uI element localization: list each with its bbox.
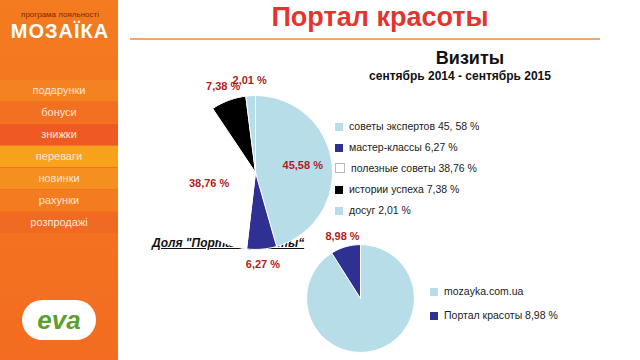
svg-text:6,27 %: 6,27 % (246, 258, 280, 270)
html-text:советы экспертов 45, 58 %: советы экспертов 45, 58 % (349, 120, 480, 132)
html-text:подарунки: подарунки (32, 84, 86, 96)
html-text:Визиты: Визиты (435, 48, 505, 68)
html-text:eva: eva (37, 305, 81, 335)
html-text:розпродажі: розпродажі (30, 216, 88, 228)
svg-text:7,38 %: 7,38 % (206, 79, 241, 92)
html-text:переваги: переваги (35, 150, 83, 162)
svg-text:38,76 %: 38,76 % (189, 177, 230, 189)
html-text:истории успеха 7,38 %: истории успеха 7,38 % (349, 183, 460, 195)
html-text:полезные советы 38,76 %: полезные советы 38,76 % (351, 162, 477, 174)
html-text:мастер-классы 6,27 %: мастер-классы 6,27 % (349, 141, 458, 153)
html-text:новинки: новинки (38, 172, 80, 184)
html-text:знижки: знижки (41, 128, 77, 140)
svg-text:45,58 %: 45,58 % (283, 159, 324, 171)
svg-text:8,98 %: 8,98 % (325, 230, 359, 242)
html-text:досуг 2,01 %: досуг 2,01 % (349, 204, 411, 216)
svg-text:2,01 %: 2,01 % (233, 74, 267, 86)
html-text:Доля "Портал красоты“: Доля "Портал красоты“ (152, 236, 305, 250)
html-text:бонуси: бонуси (41, 106, 77, 118)
html-text:mozayka.com.ua: mozayka.com.ua (444, 285, 524, 297)
html-text:сентябрь 2014 - сентябрь 2015: сентябрь 2014 - сентябрь 2015 (369, 69, 551, 83)
html-text:Портал красоты: Портал красоты (271, 2, 489, 32)
html-text:Портал красоты 8,98 %: Портал красоты 8,98 % (444, 309, 558, 321)
html-text:МОЗАЇКА: МОЗАЇКА (10, 20, 110, 42)
html-text:рахунки: рахунки (38, 194, 80, 206)
html-text:програма лояльності: програма лояльності (21, 10, 99, 19)
